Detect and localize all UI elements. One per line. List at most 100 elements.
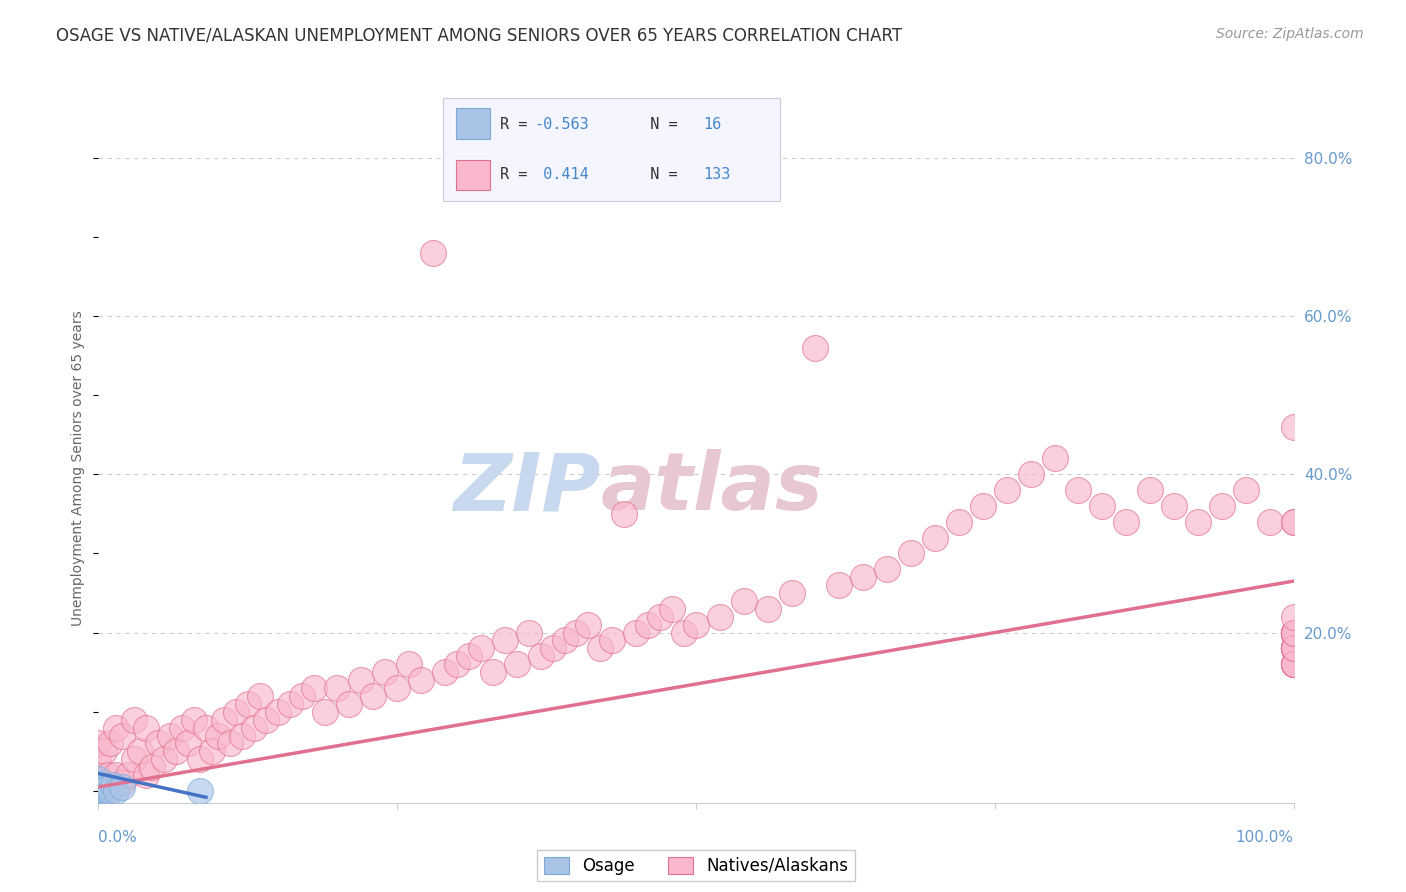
Point xyxy=(1067,483,1090,497)
Point xyxy=(1282,657,1305,672)
Text: R =: R = xyxy=(501,117,537,132)
Point xyxy=(876,562,898,576)
Point xyxy=(1282,515,1305,529)
Point xyxy=(1282,657,1305,672)
Point xyxy=(98,784,122,798)
Point xyxy=(129,744,152,758)
Point xyxy=(529,649,551,664)
Point xyxy=(111,729,134,743)
Point xyxy=(1282,625,1305,640)
Point xyxy=(97,768,120,782)
Point xyxy=(398,657,420,672)
Point xyxy=(541,641,564,656)
Point xyxy=(1211,499,1233,513)
Point xyxy=(236,697,259,711)
Point xyxy=(828,578,851,592)
Point xyxy=(93,784,115,798)
Point xyxy=(93,784,115,798)
Point xyxy=(1282,625,1305,640)
Point xyxy=(470,641,492,656)
Point xyxy=(183,713,205,727)
Point xyxy=(1282,625,1305,640)
Point xyxy=(124,713,146,727)
Point xyxy=(87,772,110,786)
Point xyxy=(1282,609,1305,624)
Point xyxy=(602,633,624,648)
Point xyxy=(87,776,110,790)
Point xyxy=(249,689,271,703)
Point xyxy=(225,705,247,719)
Point xyxy=(1282,641,1305,656)
Point xyxy=(1282,625,1305,640)
Text: 100.0%: 100.0% xyxy=(1236,830,1294,845)
Point xyxy=(87,784,110,798)
Point xyxy=(135,768,157,782)
Point xyxy=(177,736,200,750)
Point xyxy=(1282,641,1305,656)
Point xyxy=(1282,625,1305,640)
Point xyxy=(87,780,110,794)
Point xyxy=(87,781,110,796)
Point xyxy=(506,657,529,672)
Point xyxy=(93,781,115,796)
Point xyxy=(648,609,672,624)
Point xyxy=(350,673,373,687)
Point xyxy=(212,713,235,727)
Text: ZIP: ZIP xyxy=(453,450,600,527)
Point xyxy=(1282,657,1305,672)
Point xyxy=(278,697,301,711)
Point xyxy=(165,744,187,758)
Point xyxy=(111,780,134,794)
Point xyxy=(576,617,599,632)
Point xyxy=(494,633,516,648)
Point xyxy=(111,776,134,790)
Point xyxy=(1282,625,1305,640)
Point xyxy=(433,665,456,680)
Point xyxy=(101,778,124,792)
Point xyxy=(673,625,696,640)
Point xyxy=(554,633,576,648)
Point xyxy=(219,736,242,750)
Point xyxy=(87,784,110,798)
Point xyxy=(87,768,110,782)
Point xyxy=(98,784,122,798)
Point xyxy=(159,729,181,743)
Text: N =: N = xyxy=(631,117,686,132)
Point xyxy=(589,641,612,656)
Point xyxy=(1282,625,1305,640)
Point xyxy=(105,721,128,735)
Point xyxy=(87,784,110,798)
Point xyxy=(1282,657,1305,672)
Point xyxy=(1282,641,1305,656)
Point xyxy=(1282,641,1305,656)
Point xyxy=(1282,625,1305,640)
Point xyxy=(709,609,731,624)
Point xyxy=(1282,657,1305,672)
Point xyxy=(148,736,170,750)
Text: atlas: atlas xyxy=(600,450,823,527)
Point xyxy=(1282,641,1305,656)
Point xyxy=(172,721,194,735)
Point xyxy=(363,689,385,703)
Text: 0.414: 0.414 xyxy=(534,167,589,182)
Point xyxy=(339,697,360,711)
Point xyxy=(446,657,468,672)
Point xyxy=(97,780,120,794)
Point xyxy=(117,768,139,782)
FancyBboxPatch shape xyxy=(457,109,491,139)
Point xyxy=(141,760,163,774)
Point xyxy=(995,483,1018,497)
Point xyxy=(1282,625,1305,640)
Point xyxy=(1282,515,1305,529)
Point xyxy=(91,776,114,790)
Point xyxy=(267,705,290,719)
Point xyxy=(1282,657,1305,672)
Point xyxy=(1234,483,1257,497)
Point xyxy=(1282,625,1305,640)
Point xyxy=(685,617,707,632)
Point xyxy=(948,515,970,529)
Point xyxy=(458,649,481,664)
Point xyxy=(302,681,325,695)
Point xyxy=(1282,625,1305,640)
Text: R =: R = xyxy=(501,167,537,182)
